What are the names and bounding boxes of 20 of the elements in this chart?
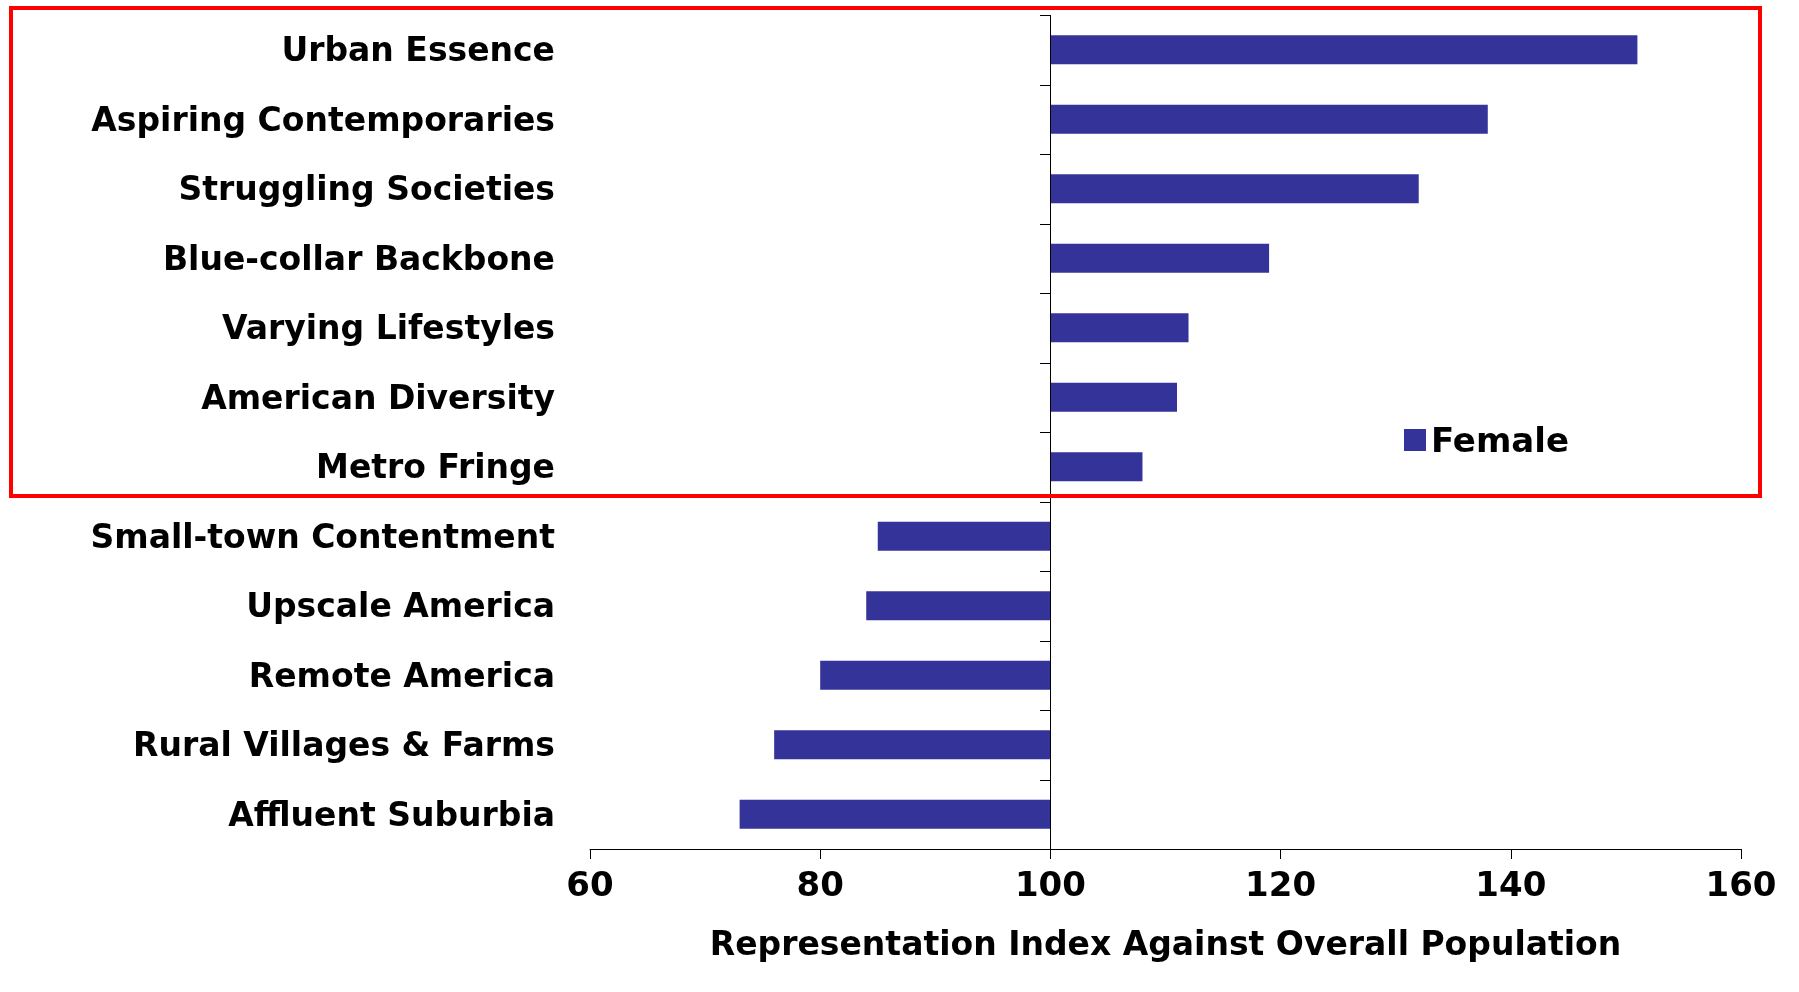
y-tick-label: Rural Villages & Farms — [133, 725, 555, 765]
y-tick-label: American Diversity — [201, 377, 555, 417]
y-tick-label: Struggling Societies — [178, 169, 555, 209]
y-tick-label: Aspiring Contemporaries — [91, 99, 555, 139]
x-tick-label: 140 — [1475, 864, 1547, 904]
x-axis-title: Representation Index Against Overall Population — [709, 924, 1622, 963]
x-tick-label: 60 — [566, 864, 614, 904]
x-tick-label: 120 — [1245, 864, 1317, 904]
y-tick-label: Small-town Contentment — [90, 516, 556, 556]
y-tick-label: Varying Lifestyles — [221, 308, 555, 348]
x-tick-label: 100 — [1014, 864, 1086, 904]
x-tick-label: 160 — [1705, 864, 1777, 904]
y-tick-label: Remote America — [248, 655, 555, 695]
legend-label: Female — [1431, 420, 1570, 460]
y-tick-label: Affluent Suburbia — [228, 794, 555, 834]
y-tick-label: Metro Fringe — [316, 447, 555, 487]
y-tick-label: Urban Essence — [281, 30, 555, 70]
x-tick-label: 80 — [796, 864, 844, 904]
y-tick-label: Upscale America — [246, 586, 555, 626]
y-tick-label: Blue-collar Backbone — [162, 238, 555, 278]
